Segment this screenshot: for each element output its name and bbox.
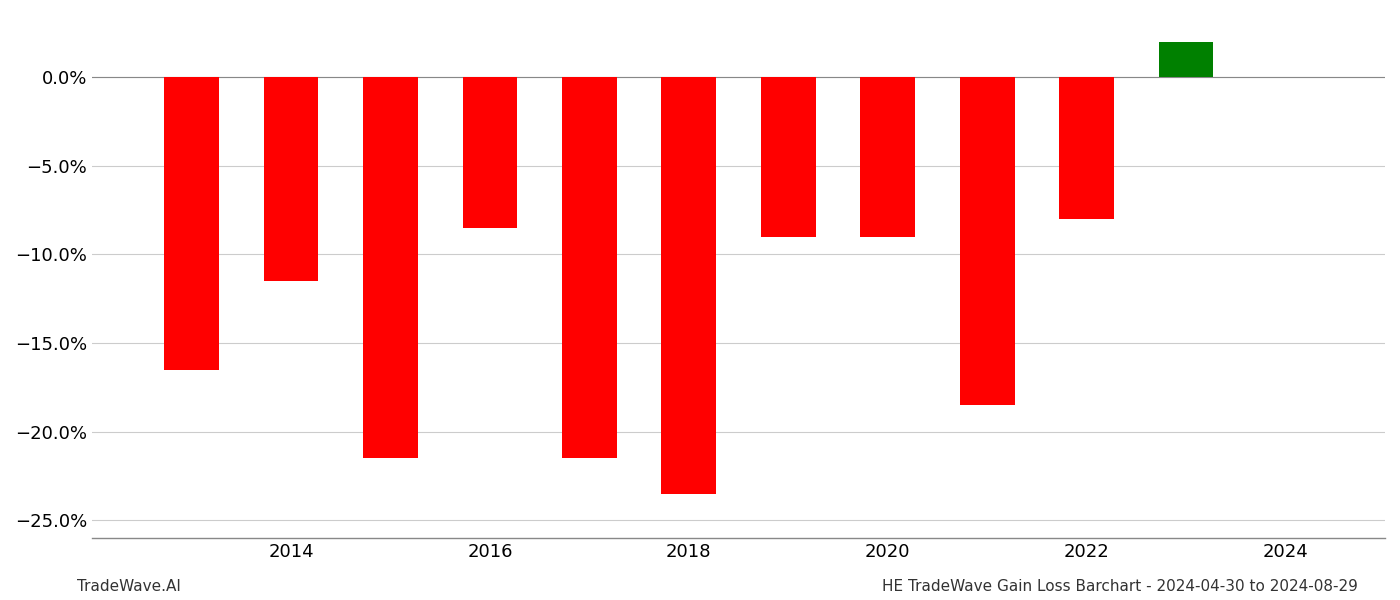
Text: HE TradeWave Gain Loss Barchart - 2024-04-30 to 2024-08-29: HE TradeWave Gain Loss Barchart - 2024-0… xyxy=(882,579,1358,594)
Bar xyxy=(462,77,517,228)
Bar xyxy=(363,77,417,458)
Bar xyxy=(561,77,617,458)
Text: TradeWave.AI: TradeWave.AI xyxy=(77,579,181,594)
Bar xyxy=(263,77,318,281)
Bar xyxy=(1159,41,1214,77)
Bar xyxy=(1060,77,1114,219)
Bar xyxy=(960,77,1015,405)
Bar xyxy=(661,77,717,494)
Bar xyxy=(164,77,218,370)
Bar xyxy=(861,77,916,236)
Bar xyxy=(762,77,816,236)
